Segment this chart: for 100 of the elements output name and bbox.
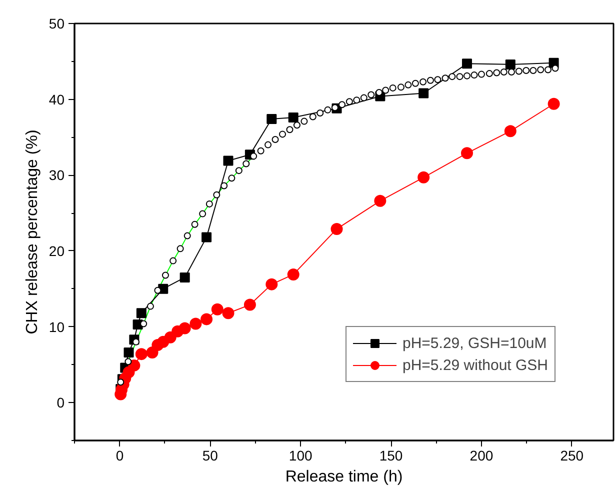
- point: [220, 182, 228, 190]
- point: [548, 98, 560, 110]
- point: [389, 84, 396, 92]
- point: [242, 160, 250, 168]
- point: [135, 348, 148, 360]
- point: [530, 67, 537, 74]
- legend-label: pH=5.29 without GSH: [402, 356, 548, 374]
- point: [279, 130, 286, 138]
- point: [257, 147, 264, 154]
- point: [223, 156, 234, 166]
- point: [463, 72, 470, 80]
- point: [330, 222, 343, 235]
- point: [300, 118, 308, 125]
- point: [418, 88, 429, 98]
- point: [244, 298, 256, 311]
- point: [191, 220, 198, 228]
- point: [176, 245, 184, 252]
- point: [462, 58, 472, 69]
- point: [346, 98, 353, 106]
- point: [522, 67, 530, 74]
- point: [287, 268, 300, 280]
- y-axis-title: CHX release percentage (%): [24, 130, 41, 334]
- point: [250, 152, 258, 160]
- point: [537, 66, 544, 74]
- point: [544, 66, 552, 74]
- point: [213, 191, 220, 198]
- y-tick-label: 30: [48, 167, 65, 184]
- point: [324, 106, 332, 114]
- point: [353, 96, 360, 104]
- y-tick-label: 20: [48, 242, 65, 259]
- point: [146, 302, 154, 310]
- point: [222, 307, 234, 320]
- point: [412, 80, 419, 87]
- x-tick-label: 200: [470, 448, 494, 464]
- point: [382, 86, 390, 94]
- point: [184, 232, 191, 240]
- point: [206, 200, 213, 208]
- point: [331, 104, 338, 112]
- point: [200, 313, 213, 326]
- x-tick-label: 150: [379, 448, 403, 464]
- point: [288, 112, 298, 123]
- point: [515, 68, 522, 75]
- point: [286, 126, 294, 134]
- point: [360, 94, 368, 102]
- point: [374, 194, 386, 207]
- point: [418, 171, 430, 184]
- point: [508, 68, 515, 76]
- point: [140, 320, 148, 328]
- x-tick-label: 50: [202, 448, 218, 464]
- x-tick-label: 0: [116, 448, 124, 464]
- point: [470, 72, 478, 79]
- point: [266, 278, 278, 290]
- point: [124, 348, 134, 358]
- point: [552, 64, 559, 72]
- point: [316, 109, 324, 116]
- point: [309, 113, 316, 120]
- y-tick-label: 0: [56, 394, 65, 411]
- point: [199, 210, 206, 218]
- point: [180, 272, 190, 282]
- point: [338, 101, 346, 108]
- x-tick-label: 100: [288, 448, 312, 464]
- point: [442, 74, 449, 82]
- point: [124, 358, 132, 366]
- point: [264, 141, 272, 148]
- point: [505, 59, 516, 70]
- point: [376, 89, 383, 96]
- point: [235, 167, 242, 174]
- point: [460, 147, 473, 160]
- point: [190, 318, 202, 330]
- point: [211, 303, 224, 316]
- y-tick-label: 40: [48, 91, 65, 108]
- point: [478, 70, 485, 78]
- point: [486, 70, 493, 78]
- y-tick-label: 50: [48, 16, 65, 32]
- point: [397, 84, 404, 91]
- legend-label: pH=5.29, GSH=10uM: [402, 334, 547, 352]
- point: [136, 308, 146, 318]
- point: [228, 174, 236, 182]
- point: [170, 257, 177, 264]
- point: [448, 73, 456, 80]
- point: [456, 73, 464, 80]
- point: [117, 378, 124, 386]
- point: [504, 125, 516, 138]
- point: [128, 359, 140, 372]
- point: [420, 78, 427, 86]
- point: [404, 81, 412, 88]
- point: [368, 91, 375, 98]
- point: [202, 232, 212, 242]
- point: [266, 114, 277, 124]
- x-axis-title: Release time (h): [285, 468, 403, 486]
- point: [434, 76, 442, 84]
- point: [154, 286, 162, 294]
- y-tick-label: 10: [48, 318, 65, 335]
- point: [500, 68, 508, 76]
- point: [493, 69, 500, 76]
- point: [293, 122, 300, 129]
- x-tick-label: 250: [560, 448, 584, 464]
- point: [426, 76, 434, 84]
- point: [178, 322, 191, 334]
- point: [162, 272, 169, 279]
